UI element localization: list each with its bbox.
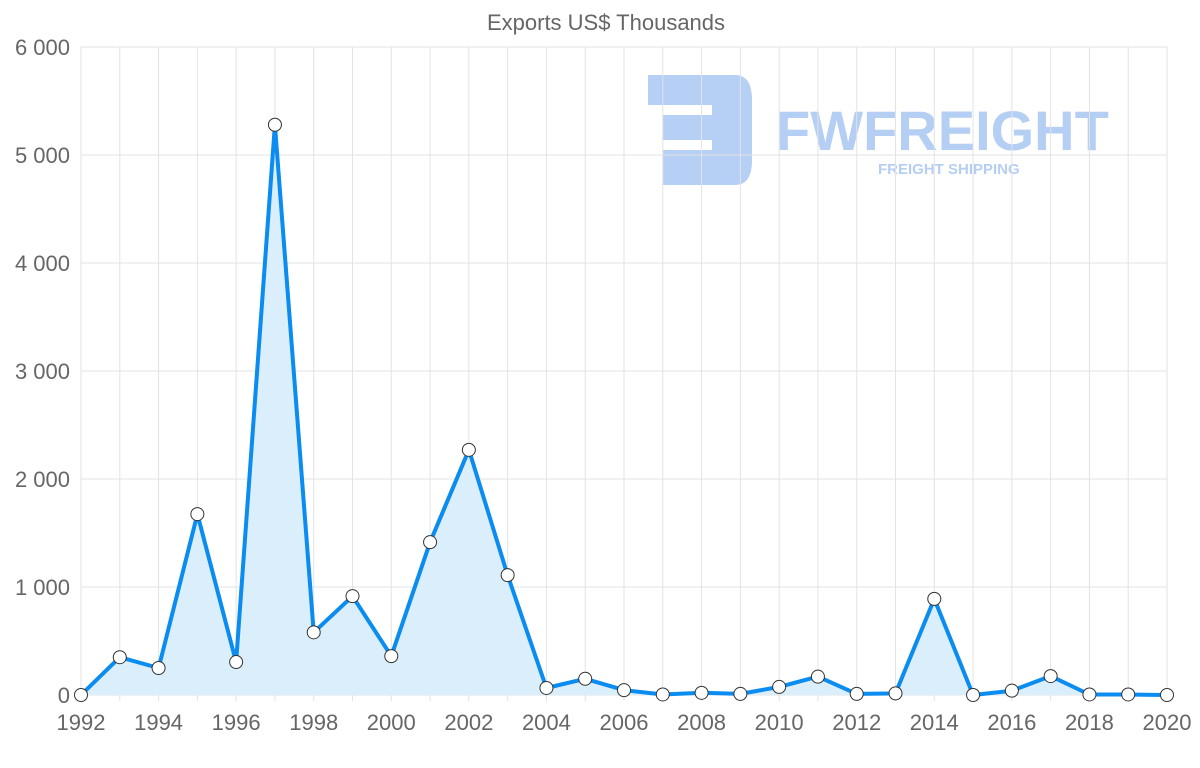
data-point-2019[interactable]	[1121, 687, 1136, 702]
y-tick-label: 5 000	[15, 143, 70, 168]
data-point-2004[interactable]	[539, 680, 554, 695]
data-point-2011[interactable]	[810, 669, 825, 684]
x-tick-label: 1992	[57, 710, 106, 735]
x-tick-label: 2000	[367, 710, 416, 735]
x-tick-label: 2018	[1065, 710, 1114, 735]
x-tick-label: 2006	[600, 710, 649, 735]
x-tick-label: 2016	[987, 710, 1036, 735]
y-tick-label: 3 000	[15, 359, 70, 384]
watermark-tagline: FREIGHT SHIPPING	[878, 161, 1020, 178]
data-point-2003[interactable]	[500, 568, 515, 583]
chart-title: Exports US$ Thousands	[487, 10, 725, 35]
y-tick-label: 6 000	[15, 35, 70, 60]
y-tick-label: 4 000	[15, 251, 70, 276]
x-tick-label: 2002	[444, 710, 493, 735]
data-point-2016[interactable]	[1004, 683, 1019, 698]
x-tick-label: 2008	[677, 710, 726, 735]
data-point-2008[interactable]	[694, 685, 709, 700]
data-point-1996[interactable]	[229, 655, 244, 670]
x-tick-label: 2004	[522, 710, 571, 735]
series-area-fill	[81, 124, 1167, 696]
data-point-1998[interactable]	[306, 625, 321, 640]
data-point-2014[interactable]	[927, 591, 942, 606]
data-point-2015[interactable]	[966, 688, 981, 702]
data-point-2017[interactable]	[1043, 669, 1058, 684]
x-tick-label: 2014	[910, 710, 959, 735]
x-tick-label: 1996	[212, 710, 261, 735]
data-point-1993[interactable]	[112, 650, 127, 665]
data-point-1995[interactable]	[190, 507, 205, 522]
x-tick-label: 2010	[755, 710, 804, 735]
data-point-2002[interactable]	[461, 442, 476, 457]
x-tick-label: 1994	[134, 710, 183, 735]
y-tick-label: 1 000	[15, 575, 70, 600]
data-point-2018[interactable]	[1082, 687, 1097, 702]
x-tick-label: 1998	[289, 710, 338, 735]
y-tick-label: 0	[58, 683, 70, 708]
watermark-name: FWFREIGHT	[776, 99, 1109, 162]
data-point-2012[interactable]	[849, 686, 864, 701]
data-point-1999[interactable]	[345, 589, 360, 604]
x-tick-label: 2012	[832, 710, 881, 735]
data-point-2007[interactable]	[655, 687, 670, 702]
data-point-2010[interactable]	[772, 679, 787, 694]
data-point-2013[interactable]	[888, 686, 903, 701]
data-point-1992[interactable]	[74, 688, 88, 702]
fwfreight-logo-watermark: FWFREIGHT FREIGHT SHIPPING	[648, 75, 1109, 185]
data-point-1997[interactable]	[267, 117, 282, 132]
data-point-1994[interactable]	[151, 661, 166, 675]
data-point-2001[interactable]	[423, 535, 438, 550]
x-tick-label: 2020	[1143, 710, 1192, 735]
data-point-2020[interactable]	[1160, 688, 1174, 702]
y-tick-label: 2 000	[15, 467, 70, 492]
data-point-2000[interactable]	[384, 649, 399, 664]
data-point-2005[interactable]	[578, 671, 593, 686]
data-point-2006[interactable]	[617, 683, 631, 698]
data-point-2009[interactable]	[733, 686, 748, 701]
